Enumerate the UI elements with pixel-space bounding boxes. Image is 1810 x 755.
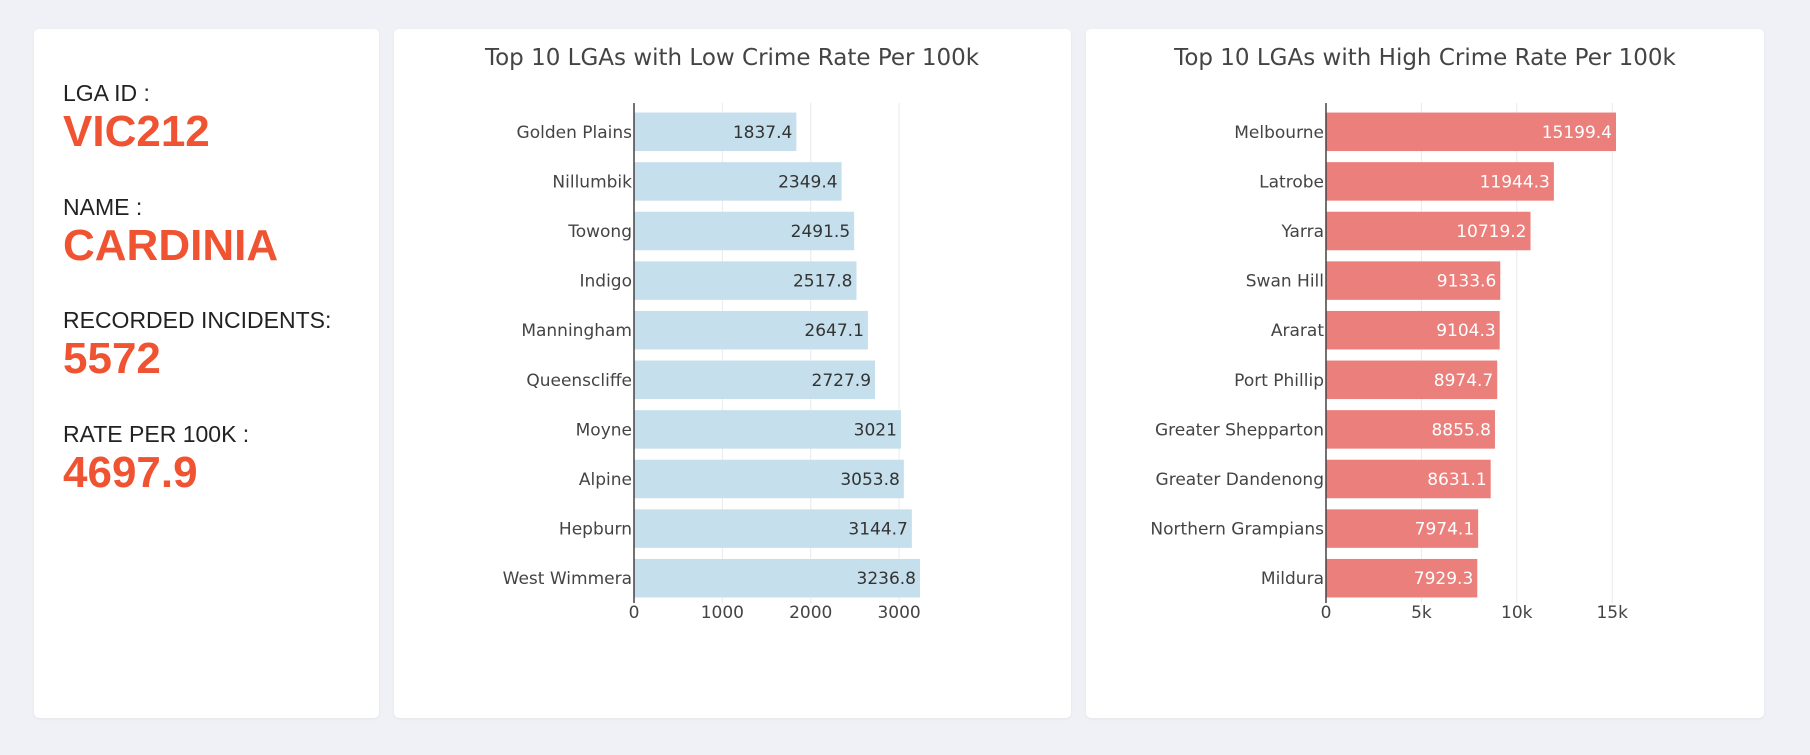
low-crime-chart-card: Top 10 LGAs with Low Crime Rate Per 100k… [394, 29, 1071, 718]
value-label: 9104.3 [1436, 321, 1495, 341]
category-label: Mildura [1261, 569, 1324, 589]
category-label: Port Phillip [1234, 371, 1324, 391]
value-label: 2491.5 [791, 222, 850, 242]
high-bar[interactable] [1326, 410, 1495, 449]
low-bar[interactable] [634, 310, 868, 350]
rate-value: 4697.9 [63, 448, 198, 497]
value-label: 7929.3 [1414, 569, 1473, 589]
chart-title: Top 10 LGAs with High Crime Rate Per 100… [1173, 45, 1676, 71]
chart-title: Top 10 LGAs with Low Crime Rate Per 100k [484, 45, 980, 71]
category-label: Golden Plains [517, 123, 633, 143]
incidents-label: RECORDED INCIDENTS: [63, 307, 332, 333]
x-tick-label: 3000 [877, 603, 920, 623]
value-label: 8631.1 [1427, 470, 1486, 490]
lga-id-label: LGA ID : [63, 80, 150, 106]
lga-name-label: NAME : [63, 194, 143, 220]
low-bar[interactable] [634, 509, 912, 548]
category-label: Alpine [579, 470, 632, 490]
category-label: Hepburn [559, 520, 632, 540]
category-label: Greater Dandenong [1156, 470, 1324, 490]
high-crime-chart: Top 10 LGAs with High Crime Rate Per 100… [1150, 45, 1676, 623]
value-label: 3021 [854, 420, 897, 440]
high-bar[interactable] [1326, 360, 1498, 400]
high-bar[interactable] [1326, 211, 1531, 251]
x-tick-label: 2000 [789, 603, 832, 623]
category-label: West Wimmera [503, 569, 632, 589]
low-crime-chart: Top 10 LGAs with Low Crime Rate Per 100k… [484, 45, 980, 623]
high-bar[interactable] [1326, 509, 1479, 548]
low-bar[interactable] [634, 162, 842, 201]
rate-block: RATE PER 100K : 4697.9 [63, 420, 249, 498]
x-tick-label: 0 [1321, 603, 1332, 623]
high-bar[interactable] [1326, 310, 1500, 350]
value-label: 2517.8 [793, 272, 852, 292]
category-label: Moyne [576, 420, 632, 440]
category-label: Towong [567, 222, 632, 242]
category-label: Queenscliffe [526, 371, 632, 391]
value-label: 1837.4 [733, 123, 792, 143]
x-tick-label: 15k [1596, 603, 1628, 623]
high-bar[interactable] [1326, 261, 1501, 300]
high-bar[interactable] [1326, 162, 1554, 201]
rate-label: RATE PER 100K : [63, 421, 250, 447]
category-label: Ararat [1271, 321, 1324, 341]
value-label: 9133.6 [1437, 272, 1496, 292]
low-bar[interactable] [634, 112, 797, 152]
category-label: Latrobe [1259, 172, 1324, 192]
x-tick-label: 10k [1501, 603, 1533, 623]
lga-info-card: LGA ID : VIC212 NAME : CARDINIA RECORDED… [34, 29, 379, 718]
low-bar[interactable] [634, 459, 904, 499]
value-label: 3144.7 [848, 520, 907, 540]
lga-name-block: NAME : CARDINIA [63, 193, 278, 271]
category-label: Melbourne [1234, 123, 1324, 143]
high-bar[interactable] [1326, 112, 1616, 152]
value-label: 2727.9 [812, 371, 871, 391]
high-bar[interactable] [1326, 558, 1478, 598]
category-label: Yarra [1280, 222, 1324, 242]
value-label: 2349.4 [778, 172, 837, 192]
category-label: Swan Hill [1246, 272, 1324, 292]
lga-name-value: CARDINIA [63, 221, 279, 270]
high-crime-chart-card: Top 10 LGAs with High Crime Rate Per 100… [1086, 29, 1764, 718]
value-label: 2647.1 [804, 321, 863, 341]
category-label: Northern Grampians [1150, 520, 1324, 540]
category-label: Indigo [580, 272, 633, 292]
low-bar[interactable] [634, 211, 855, 251]
low-bar[interactable] [634, 261, 857, 300]
value-label: 11944.3 [1480, 172, 1550, 192]
low-bar[interactable] [634, 410, 901, 449]
x-tick-label: 1000 [701, 603, 744, 623]
value-label: 8855.8 [1431, 420, 1490, 440]
value-label: 10719.2 [1456, 222, 1526, 242]
x-tick-label: 0 [629, 603, 640, 623]
low-bar[interactable] [634, 558, 920, 598]
value-label: 3236.8 [857, 569, 916, 589]
low-bar[interactable] [634, 360, 876, 400]
lga-id-value: VIC212 [63, 107, 210, 156]
lga-id-block: LGA ID : VIC212 [63, 79, 210, 157]
category-label: Greater Shepparton [1155, 420, 1324, 440]
value-label: 7974.1 [1415, 520, 1474, 540]
incidents-block: RECORDED INCIDENTS: 5572 [63, 306, 331, 384]
category-label: Nillumbik [552, 172, 632, 192]
x-tick-label: 5k [1411, 603, 1432, 623]
category-label: Manningham [521, 321, 632, 341]
high-bar[interactable] [1326, 459, 1491, 499]
value-label: 8974.7 [1434, 371, 1493, 391]
value-label: 3053.8 [840, 470, 899, 490]
value-label: 15199.4 [1542, 123, 1612, 143]
incidents-value: 5572 [63, 334, 161, 383]
